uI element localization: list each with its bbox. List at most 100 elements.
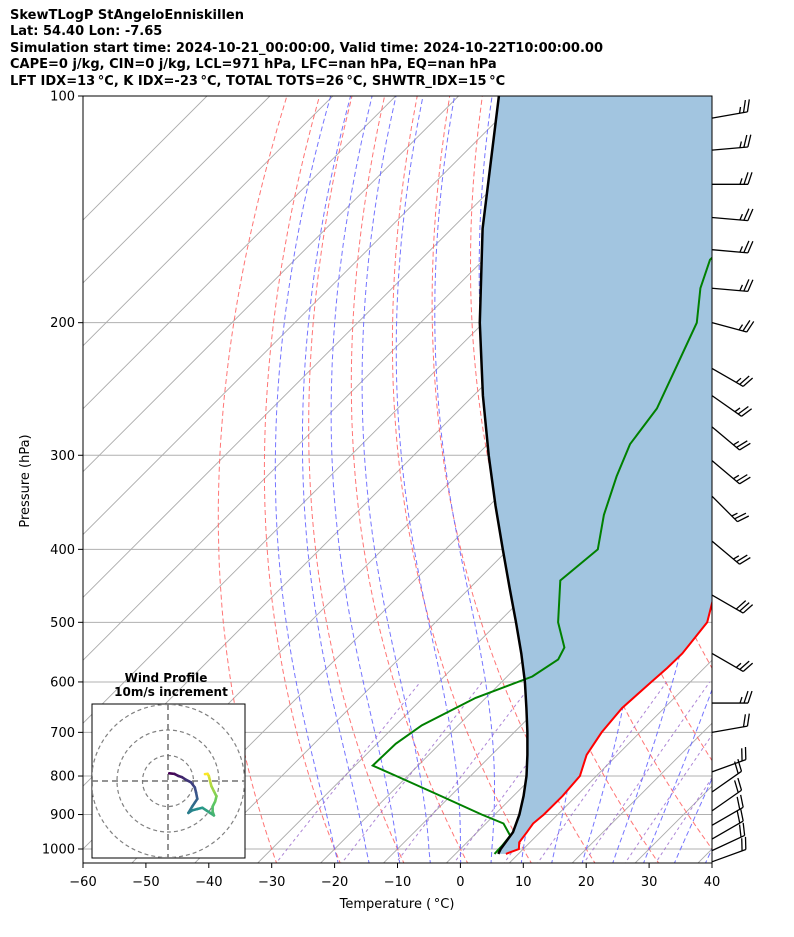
wind-barb-half bbox=[735, 377, 742, 383]
inset-title: Wind Profile bbox=[125, 671, 208, 685]
y-axis-label: Pressure (hPa) bbox=[18, 434, 33, 527]
chart-title: SkewTLogP StAngeloEnniskillen bbox=[10, 8, 244, 23]
x-tick-label: −60 bbox=[69, 875, 96, 890]
isotherm-line bbox=[83, 96, 334, 347]
sounding-layer bbox=[370, 96, 712, 855]
moist-adiabat bbox=[395, 96, 462, 863]
wind-barb-staff bbox=[711, 216, 748, 222]
moist-adiabat bbox=[434, 96, 495, 863]
wind-barb bbox=[711, 99, 750, 119]
wind-barb-staff bbox=[711, 146, 748, 151]
isotherm-line bbox=[83, 96, 397, 410]
dewpoint-profile bbox=[370, 256, 712, 855]
wind-barb-half bbox=[738, 106, 742, 114]
x-tick-label: −30 bbox=[258, 875, 285, 890]
isotherm-line bbox=[83, 96, 271, 284]
wind-barb bbox=[711, 777, 743, 812]
y-tick-label: 100 bbox=[50, 90, 75, 105]
x-tick-label: −40 bbox=[195, 875, 222, 890]
wind-barb-flag bbox=[740, 794, 744, 808]
wind-barb-flag bbox=[736, 810, 741, 824]
moist-adiabat bbox=[704, 847, 712, 863]
dry-adiabat bbox=[431, 96, 596, 863]
inset-subtitle: 10m/s increment bbox=[114, 685, 228, 699]
x-tick-label: 30 bbox=[641, 875, 658, 890]
wind-barb-flag bbox=[742, 714, 747, 727]
wind-barb-flag bbox=[743, 208, 750, 221]
wind-barb bbox=[711, 134, 752, 151]
moist-adiabat bbox=[274, 96, 339, 863]
wind-barb-flag bbox=[739, 442, 751, 451]
y-tick-label: 800 bbox=[50, 770, 75, 785]
wind-barb-flag bbox=[738, 824, 742, 838]
y-tick-label: 900 bbox=[50, 808, 75, 823]
wind-barb-flag bbox=[733, 780, 739, 793]
y-tick-label: 300 bbox=[50, 449, 75, 464]
wind-barb-flag bbox=[742, 99, 747, 113]
wind-barb-staff bbox=[711, 594, 744, 614]
wind-barb-flag bbox=[739, 602, 750, 612]
wind-barb-staff bbox=[711, 322, 747, 333]
wind-barb bbox=[711, 460, 751, 485]
wind-barb-half bbox=[733, 555, 740, 560]
y-tick-label: 1000 bbox=[42, 843, 75, 858]
wind-barb bbox=[711, 713, 750, 733]
wind-barb-flag bbox=[742, 662, 754, 672]
mixing-ratio-line bbox=[537, 681, 668, 863]
wind-barb-half bbox=[731, 512, 738, 517]
wind-barb-half bbox=[738, 324, 744, 331]
wind-barb-staff bbox=[711, 834, 745, 852]
wind-barb-flag bbox=[741, 408, 753, 417]
wind-barb-flag bbox=[739, 476, 751, 485]
wind-barb-flag bbox=[742, 604, 754, 614]
wind-barb bbox=[711, 808, 744, 840]
dry-adiabat bbox=[743, 96, 794, 865]
isotherm-line bbox=[83, 96, 522, 536]
wind-barb-flag bbox=[743, 172, 749, 185]
dry-adiabat bbox=[775, 96, 794, 865]
wind-barb-flag bbox=[742, 377, 754, 387]
wind-barb-flag bbox=[746, 321, 755, 333]
wind-barb-half bbox=[733, 474, 740, 480]
wind-barb-staff bbox=[711, 111, 748, 119]
wind-barb-half bbox=[739, 213, 744, 221]
wind-barb-flag bbox=[743, 240, 750, 253]
wind-barb bbox=[711, 367, 754, 387]
wind-barb bbox=[711, 240, 754, 254]
wind-barb-flag bbox=[746, 99, 750, 112]
dry-adiabat bbox=[217, 96, 288, 863]
isotherm-line bbox=[508, 659, 712, 863]
moist-adiabat bbox=[643, 688, 712, 863]
dry-adiabat bbox=[350, 96, 469, 863]
mixing-ratio-line bbox=[624, 734, 712, 863]
isotherm-line bbox=[83, 96, 585, 599]
wind-barb-flag bbox=[747, 240, 754, 254]
wind-barb-staff bbox=[711, 426, 740, 451]
hodograph-inset: Wind Profile 10m/s increment bbox=[91, 671, 246, 859]
wind-barb bbox=[712, 172, 753, 185]
wind-barb bbox=[711, 279, 754, 293]
wind-barb-flag bbox=[743, 134, 748, 148]
cin-shading bbox=[479, 96, 712, 854]
moist-adiabat bbox=[302, 96, 370, 863]
mixing-ratio-line bbox=[341, 681, 483, 863]
wind-barb bbox=[711, 822, 746, 852]
wind-barb-half bbox=[734, 407, 741, 413]
chart-header: SkewTLogP StAngeloEnniskillen Lat: 54.40… bbox=[10, 8, 603, 90]
isotherm-line bbox=[382, 533, 712, 863]
wind-barb-staff bbox=[711, 652, 744, 673]
wind-barb-flag bbox=[736, 554, 748, 563]
wind-barb-staff bbox=[711, 770, 742, 793]
wind-barb-flag bbox=[734, 512, 747, 520]
x-tick-label: −20 bbox=[321, 875, 348, 890]
wind-barb-flag bbox=[739, 557, 751, 565]
x-tick-label: 40 bbox=[704, 875, 721, 890]
wind-barb-staff bbox=[711, 540, 740, 565]
axes: −60 −50 −40 −30 −20 −10 0 10 20 30 40 1000 900 800 700… bbox=[42, 90, 720, 891]
stability-parameters: CAPE=0 j/kg, CIN=0 j/kg, LCL=971 hPa, LF… bbox=[10, 57, 497, 73]
wind-barb-staff bbox=[711, 820, 744, 840]
wind-barb-staff bbox=[711, 287, 748, 293]
wind-barb bbox=[711, 594, 754, 614]
wind-barb-flag bbox=[743, 690, 749, 704]
